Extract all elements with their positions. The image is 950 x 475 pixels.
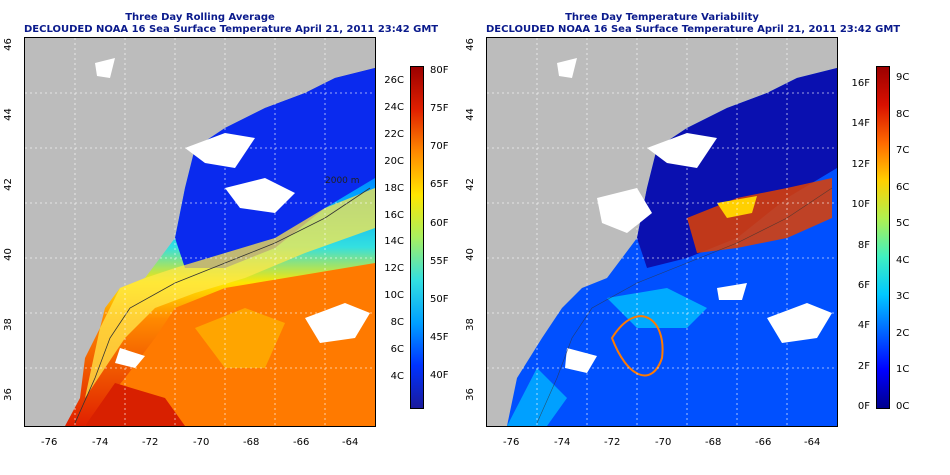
right-title: Three Day Temperature Variability [565, 12, 759, 23]
colorbar-label: 6C [390, 344, 404, 356]
colorbar-label: 6C [896, 181, 910, 193]
cloud-patch-2 [225, 178, 295, 213]
colorbar-label: 2F [857, 360, 870, 372]
right-xtick-74: -74 [554, 437, 571, 448]
grid [487, 38, 837, 426]
left-ytick-40: 40 [2, 248, 14, 261]
left-xtick-68: -68 [243, 437, 260, 448]
right-ytick-44: 44 [464, 108, 476, 121]
shelf-band [85, 188, 375, 398]
right-xtick-64: -64 [804, 437, 821, 448]
colorbar-label: 16F [851, 78, 870, 89]
colorbar-label: 5C [896, 218, 910, 230]
left-ytick-42: 42 [2, 178, 14, 191]
left-xtick-70: -70 [193, 437, 210, 448]
left-ytick-38: 38 [2, 318, 14, 331]
cloud-patch-4 [115, 348, 145, 368]
colorbar-label: 45F [430, 331, 449, 343]
left-subtitle: DECLOUDED NOAA 16 Sea Surface Temperatur… [24, 24, 439, 35]
left-xtick-66: -66 [293, 437, 310, 448]
right-ytick-42: 42 [464, 178, 476, 191]
colorbar-label: 6F [857, 279, 870, 291]
right-ytick-38: 38 [464, 318, 476, 331]
colorbar-label: 26C [384, 75, 404, 86]
grid [25, 38, 375, 426]
high-variability-band [687, 178, 832, 253]
colorbar-label: 8C [390, 317, 404, 329]
right-map [486, 37, 838, 427]
left-xtick-76: -76 [41, 437, 58, 448]
variability-peak [717, 196, 757, 218]
colorbar-label: 8C [896, 108, 910, 120]
colorbar-label: 55F [430, 255, 449, 267]
right-ytick-46: 46 [464, 38, 476, 51]
right-ytick-36: 36 [464, 388, 476, 401]
colorbar-label: 80F [430, 65, 449, 76]
colorbar-label: 75F [430, 103, 449, 115]
colorbar-label: 16C [384, 209, 404, 221]
colorbar-label: 40F [430, 370, 449, 381]
colorbar-label: 65F [430, 179, 449, 191]
colorbar-label: 8F [857, 239, 870, 251]
hot-core [85, 383, 185, 426]
left-map-svg: 2000 m [25, 38, 375, 426]
right-colorbar [876, 66, 890, 409]
left-xtick-72: -72 [142, 437, 159, 448]
cloud-patch-2 [597, 188, 652, 233]
right-xtick-76: -76 [503, 437, 520, 448]
cloud-patch-6 [557, 58, 577, 78]
colorbar-label: 22C [384, 128, 404, 140]
right-xtick-72: -72 [604, 437, 621, 448]
left-colorbar [410, 66, 424, 409]
colorbar-label: 24C [384, 101, 404, 113]
left-title: Three Day Rolling Average [125, 12, 275, 23]
left-ytick-36: 36 [2, 388, 14, 401]
right-map-svg [487, 38, 837, 426]
eddy-ring [610, 315, 664, 377]
cloud-patch-1 [185, 133, 255, 168]
contour-label: 2000 m [325, 176, 360, 186]
colorbar-label: 1C [896, 364, 910, 376]
colorbar-label: 0F [857, 401, 870, 412]
colorbar-label: 10C [384, 290, 404, 302]
cloud-patch-1 [647, 133, 717, 168]
right-ytick-40: 40 [464, 248, 476, 261]
colorbar-label: 12C [384, 263, 404, 275]
colorbar-label: 12F [851, 158, 870, 170]
colorbar-label: 0C [896, 401, 910, 412]
colorbar-label: 20C [384, 155, 404, 167]
colorbar-label: 60F [430, 217, 449, 229]
colorbar-label: 18C [384, 182, 404, 194]
colorbar-label: 4F [857, 320, 870, 332]
colorbar-label: 10F [851, 199, 870, 211]
colorbar-label: 3C [896, 291, 910, 303]
left-ytick-44: 44 [2, 108, 14, 121]
colorbar-label: 4C [390, 371, 404, 382]
shelf-variability [507, 368, 567, 426]
left-xtick-64: -64 [342, 437, 359, 448]
colorbar-label: 2C [896, 327, 910, 339]
colorbar-label: 7C [896, 145, 910, 157]
colorbar-label: 9C [896, 72, 910, 83]
left-ytick-46: 46 [2, 38, 14, 51]
cloud-patch-4 [565, 348, 597, 373]
left-map: 2000 m [24, 37, 376, 427]
colorbar-label: 50F [430, 293, 449, 305]
colorbar-label: 70F [430, 141, 449, 153]
colorbar-label: 14F [851, 118, 870, 130]
right-xtick-66: -66 [755, 437, 772, 448]
colorbar-label: 4C [896, 254, 910, 266]
warm-eddy [195, 308, 285, 368]
right-subtitle: DECLOUDED NOAA 16 Sea Surface Temperatur… [486, 24, 901, 35]
cloud-patch-5 [717, 283, 747, 300]
cloud-patch-5 [95, 58, 115, 78]
right-xtick-70: -70 [655, 437, 672, 448]
left-xtick-74: -74 [92, 437, 109, 448]
right-xtick-68: -68 [705, 437, 722, 448]
colorbar-label: 14C [384, 236, 404, 248]
